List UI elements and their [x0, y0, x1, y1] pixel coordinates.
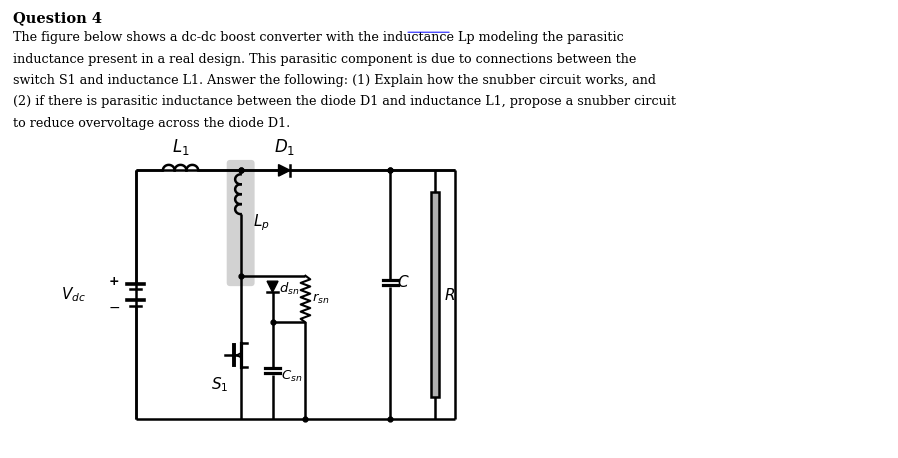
Text: $d_{sn}$: $d_{sn}$ — [278, 281, 299, 297]
Text: $D_1$: $D_1$ — [274, 137, 295, 158]
Text: (2) if there is parasitic inductance between the diode D1 and inductance L1, pro: (2) if there is parasitic inductance bet… — [13, 95, 676, 108]
Text: switch S1 and inductance L1. Answer the following: (1) Explain how the snubber c: switch S1 and inductance L1. Answer the … — [13, 74, 656, 87]
Text: $r_{sn}$: $r_{sn}$ — [313, 292, 330, 306]
Text: The figure below shows a dc-dc boost converter with the inductance Lp modeling t: The figure below shows a dc-dc boost con… — [13, 31, 624, 44]
Text: −: − — [109, 300, 119, 315]
Text: $V_{dc}$: $V_{dc}$ — [61, 285, 86, 304]
Text: $S_1$: $S_1$ — [211, 375, 228, 394]
Text: to reduce overvoltage across the diode D1.: to reduce overvoltage across the diode D… — [13, 117, 291, 130]
Bar — [431, 192, 439, 397]
Text: +: + — [109, 275, 119, 288]
Text: $R$: $R$ — [444, 287, 455, 303]
Text: Question 4: Question 4 — [13, 11, 102, 25]
Polygon shape — [267, 281, 278, 292]
FancyBboxPatch shape — [226, 160, 255, 286]
Polygon shape — [278, 164, 290, 176]
Text: $L_1$: $L_1$ — [172, 137, 189, 158]
Text: $C_{sn}$: $C_{sn}$ — [280, 369, 302, 384]
Text: $L_p$: $L_p$ — [252, 213, 269, 233]
Text: $C$: $C$ — [397, 274, 409, 289]
Text: inductance present in a real design. This parasitic component is due to connecti: inductance present in a real design. Thi… — [13, 53, 637, 65]
